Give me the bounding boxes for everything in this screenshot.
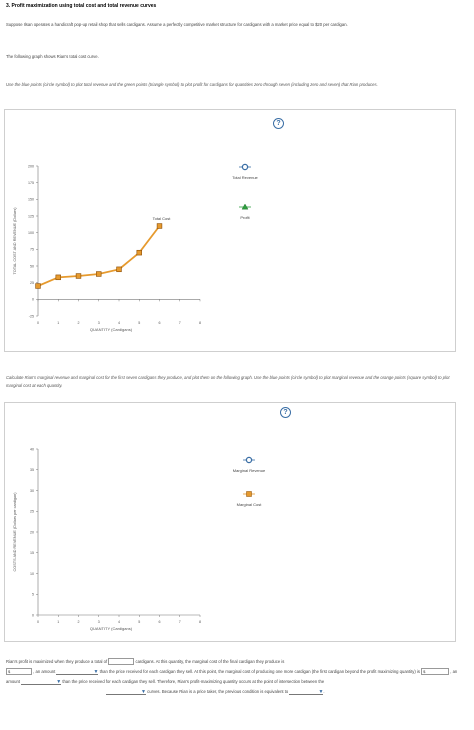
y-tick-label: 10 (30, 572, 34, 576)
x-tick-label: 5 (138, 321, 140, 325)
y-tick-label: 20 (30, 530, 34, 534)
y-tick-label: 75 (30, 248, 34, 252)
y-axis-label: TOTAL COST AND REVENUE (Dollars) (13, 207, 17, 275)
x-tick-label: 2 (78, 620, 80, 624)
y-axis-label: COSTS AND REVENUE (Dollars per cardigan) (13, 492, 17, 572)
comparison-dropdown-2[interactable]: ▼ (21, 679, 62, 685)
x-tick-label: 3 (98, 321, 100, 325)
x-tick-label: 4 (118, 321, 120, 325)
x-tick-label: 4 (118, 620, 120, 624)
total-cost-point (156, 223, 163, 229)
y-tick-label: -25 (29, 314, 34, 318)
x-tick-label: 5 (138, 620, 140, 624)
marginal-graph-panel: ? 40 35 30 25 20 15 10 5 0 0 1 2 3 4 5 6 7 8 QUANTITY (Car… (4, 402, 456, 642)
total-cost-point (116, 266, 122, 273)
x-tick-label: 6 (159, 321, 161, 325)
x-tick-label: 1 (57, 620, 59, 624)
x-tick-label: 8 (199, 321, 201, 325)
x-tick-label: 6 (159, 620, 161, 624)
x-tick-label: 8 (199, 620, 201, 624)
y-tick-label: 150 (28, 198, 34, 202)
graph-intro-text: The following graph shows Rian's total c… (6, 54, 99, 59)
x-tick-label: 3 (98, 620, 100, 624)
marginal-chart[interactable]: 40 35 30 25 20 15 10 5 00 1 2 3 4 5 6 7 8 QUANTITY (Cardi… (5, 403, 457, 643)
total-cost-point (136, 249, 142, 256)
total-cost-point (75, 273, 82, 279)
y-tick-label: 5 (32, 593, 34, 597)
quantity-input[interactable] (108, 658, 135, 666)
legend-square-marker (246, 491, 252, 497)
y-tick-label: 200 (28, 164, 34, 168)
legend-circle-marker (241, 163, 249, 171)
y-tick-label: 40 (30, 447, 34, 451)
fill-in-question: Rian's profit is maximized when they pro… (6, 658, 458, 695)
intro-text: Suppose Ilsan operates a handicraft pop-… (6, 22, 348, 27)
legend-circle-marker (245, 456, 253, 464)
legend-triangle-marker (241, 203, 249, 210)
y-tick-label: 25 (30, 510, 34, 514)
y-tick-label: 100 (28, 231, 34, 235)
y-tick-label: 35 (30, 468, 34, 472)
total-cost-revenue-graph-panel: ? 200 175 150 125 100 75 50 25 0 -25 0 1 2 3 4 5 6 7 8 QUAN… (4, 109, 456, 352)
total-cost-curve-label: Total Cost (153, 216, 172, 221)
x-axis-label: QUANTITY (Cardigans) (90, 626, 133, 631)
help-icon[interactable]: ? (280, 407, 291, 418)
total-cost-point (55, 274, 61, 281)
y-tick-label: 0 (32, 298, 34, 302)
x-tick-label: 1 (57, 321, 59, 325)
y-tick-label: 25 (30, 281, 34, 285)
y-tick-label: 175 (28, 181, 34, 185)
y-tick-label: 30 (30, 489, 34, 493)
curves-dropdown[interactable]: ▼ (106, 689, 146, 695)
x-tick-label: 0 (37, 321, 39, 325)
mc-next-input[interactable]: $ (421, 668, 450, 676)
x-tick-label: 0 (37, 620, 39, 624)
legend-label: Marginal Revenue (233, 468, 266, 473)
legend-label: Profit (240, 215, 250, 220)
legend-label: Total Revenue (232, 175, 258, 180)
x-tick-label: 7 (179, 620, 181, 624)
section-title: 3. Profit maximization using total cost … (6, 3, 157, 9)
instruction-2: Calculate Rian's marginal revenue and ma… (6, 375, 450, 388)
x-tick-label: 2 (78, 321, 80, 325)
total-cost-point (96, 271, 102, 277)
total-cost-point (35, 283, 41, 289)
x-tick-label: 7 (179, 321, 181, 325)
y-tick-label: 0 (32, 613, 34, 617)
y-tick-label: 50 (30, 264, 34, 268)
mc-final-input[interactable]: $ (6, 668, 32, 676)
instruction-1: Use the blue points (circle symbol) to p… (6, 82, 378, 87)
y-tick-label: 15 (30, 551, 34, 555)
x-axis-label: QUANTITY (Cardigans) (90, 327, 133, 332)
y-tick-label: 125 (28, 214, 34, 218)
comparison-dropdown-1[interactable]: ▼ (56, 669, 99, 675)
legend-label: Marginal Cost (237, 502, 263, 507)
equivalence-dropdown[interactable]: ▼ (289, 689, 324, 695)
help-icon[interactable]: ? (273, 118, 284, 129)
